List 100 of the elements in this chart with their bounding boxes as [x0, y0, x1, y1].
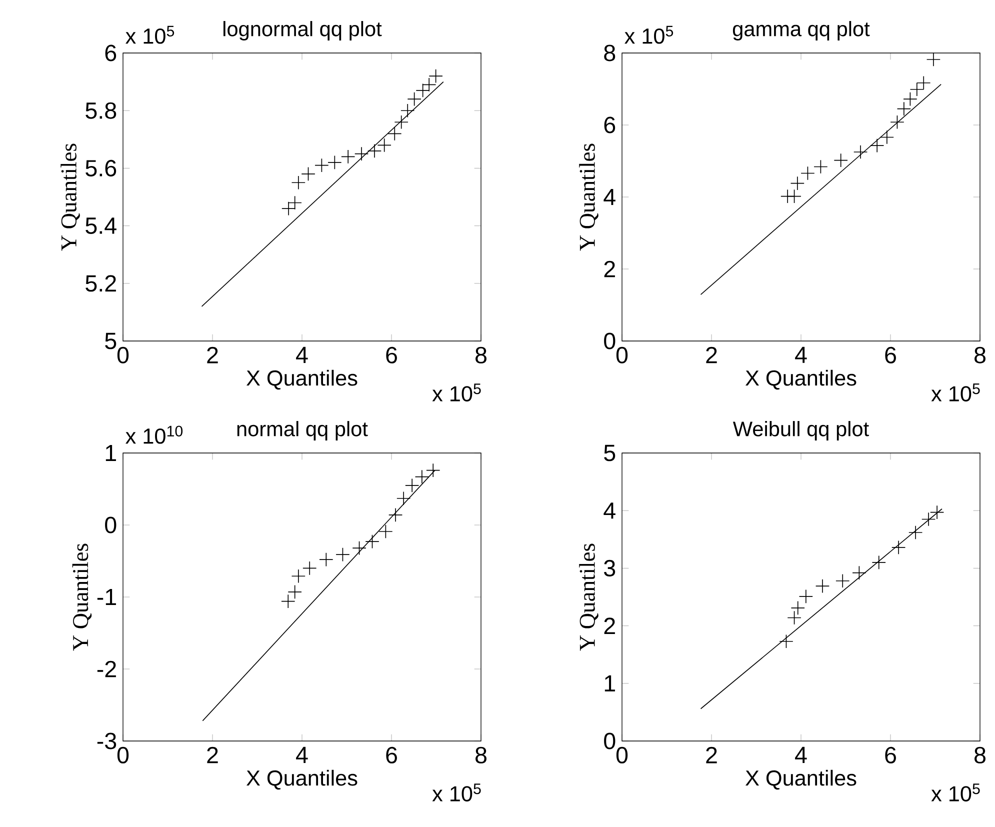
y-tick-label: 4	[604, 188, 616, 206]
point	[903, 92, 918, 106]
x-tick-label: 8	[476, 746, 486, 764]
x-tick-label: 0	[616, 746, 628, 764]
x-tick-label: 2	[207, 346, 218, 364]
point	[301, 166, 316, 182]
y-tick-label: 4	[604, 502, 616, 519]
y-axis-title: Y Quantiles	[579, 544, 598, 651]
y-tick-label: 5	[604, 444, 616, 462]
point	[354, 146, 369, 161]
point	[400, 104, 415, 118]
point	[281, 201, 296, 216]
point	[916, 76, 931, 90]
chart-title: normal qq plot	[237, 421, 368, 440]
point	[291, 569, 306, 584]
y-tick-label: 0	[604, 732, 616, 750]
x-tick-label: 6	[885, 746, 896, 764]
x-axis-title: X Quantiles	[745, 770, 856, 790]
x-tick-label: 6	[885, 346, 896, 364]
point	[787, 610, 802, 625]
x-tick-label: 2	[706, 746, 717, 764]
point	[800, 166, 815, 180]
point	[814, 160, 828, 174]
point	[853, 144, 868, 160]
point	[388, 508, 403, 522]
point	[302, 561, 317, 576]
y-axis-title: Y Quantiles	[579, 144, 598, 251]
point	[394, 115, 408, 130]
point	[365, 534, 380, 549]
x-tick-label: 6	[386, 346, 397, 364]
point	[896, 102, 912, 116]
point	[852, 566, 866, 580]
point	[815, 578, 830, 594]
point	[314, 158, 329, 172]
y-tick-label: 0	[105, 516, 116, 534]
text: x 10$^{5}$	[931, 384, 980, 402]
x-tick-label: 2	[706, 346, 717, 364]
y-tick-label: 5	[105, 332, 116, 350]
point	[872, 555, 886, 570]
x-tick-label: 4	[795, 746, 807, 763]
x-tick-label: 0	[117, 346, 129, 364]
point	[352, 540, 366, 556]
point	[787, 189, 802, 204]
point	[426, 463, 440, 478]
point	[416, 83, 430, 98]
x-tick-label: 0	[117, 746, 129, 764]
point	[341, 150, 356, 164]
x-tick-label: 8	[974, 346, 986, 364]
point	[319, 552, 334, 567]
y-tick-label: 5.2	[86, 275, 116, 292]
point	[288, 196, 302, 210]
x-tick-label: 4	[795, 346, 807, 363]
text: x 10$^{5}$	[931, 784, 980, 802]
y-tick-label: 1	[604, 675, 615, 692]
point	[926, 52, 941, 67]
x-tick-label: 4	[296, 346, 308, 363]
y-tick-label: 1	[106, 444, 116, 462]
point	[378, 524, 393, 539]
point	[880, 130, 894, 144]
point	[790, 600, 805, 616]
chart-title: lognormal qq plot	[224, 21, 382, 40]
point	[396, 491, 411, 506]
x-axis-title: X Quantiles	[246, 770, 358, 790]
text: x 10$^{5}$	[126, 26, 174, 44]
y-tick-label: 2	[604, 618, 615, 634]
y-tick-label: 5.4	[86, 218, 116, 234]
x-tick-label: 6	[386, 746, 397, 764]
point	[834, 153, 848, 168]
point	[908, 525, 923, 540]
x-axis-title: X Quantiles	[745, 370, 856, 390]
point	[377, 138, 392, 152]
point	[291, 176, 306, 190]
point	[404, 478, 420, 492]
point	[779, 634, 794, 648]
point	[407, 92, 422, 106]
point	[422, 78, 436, 92]
y-tick-label: 8	[604, 44, 616, 62]
point	[428, 68, 443, 84]
x-tick-label: 8	[476, 346, 486, 364]
text: x 10$^{5}$	[432, 384, 481, 402]
text: x 10$^{5}$	[432, 784, 481, 802]
point	[328, 155, 342, 170]
point	[930, 505, 944, 520]
point	[910, 82, 924, 96]
point	[388, 126, 402, 141]
x-tick-label: 4	[296, 746, 308, 763]
y-tick-label: 3	[604, 560, 616, 576]
point	[890, 115, 904, 130]
y-tick-label: 5.6	[86, 160, 116, 176]
point	[921, 512, 936, 526]
y-axis-title: Y Quantiles	[60, 144, 80, 251]
x-tick-label: 2	[207, 746, 218, 764]
x-axis-title: X Quantiles	[246, 370, 358, 390]
point	[288, 584, 302, 600]
point	[891, 540, 906, 555]
y-tick-label: -3	[97, 732, 116, 750]
y-axis-title: Y Quantiles	[72, 544, 92, 651]
y-tick-label: 6	[105, 44, 116, 62]
point	[367, 144, 382, 158]
text: x 10$^{10}$	[126, 426, 183, 444]
